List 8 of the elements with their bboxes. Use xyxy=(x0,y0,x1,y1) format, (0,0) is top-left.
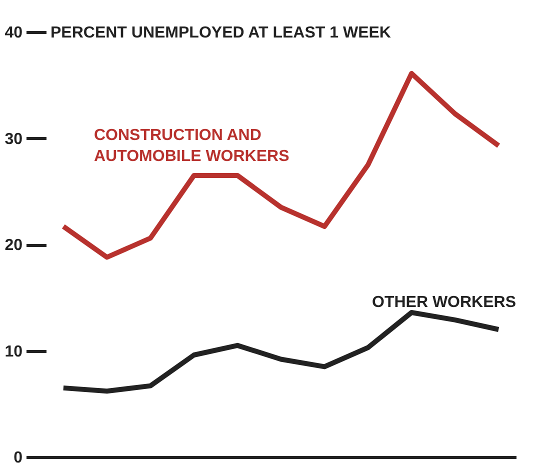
y-tick-label: 20 xyxy=(4,237,23,254)
y-tick-label: 10 xyxy=(4,343,23,360)
y-tick-label: 40 xyxy=(4,24,23,42)
y-tick-label: 0 xyxy=(14,450,23,466)
y-tick-label: 30 xyxy=(4,130,23,148)
y-axis-title: PERCENT UNEMPLOYED AT LEAST 1 WEEK xyxy=(50,24,392,42)
series-label: CONSTRUCTION AND AUTOMOBILE WORKERS xyxy=(94,127,290,165)
series-label: OTHER WORKERS xyxy=(372,294,516,311)
